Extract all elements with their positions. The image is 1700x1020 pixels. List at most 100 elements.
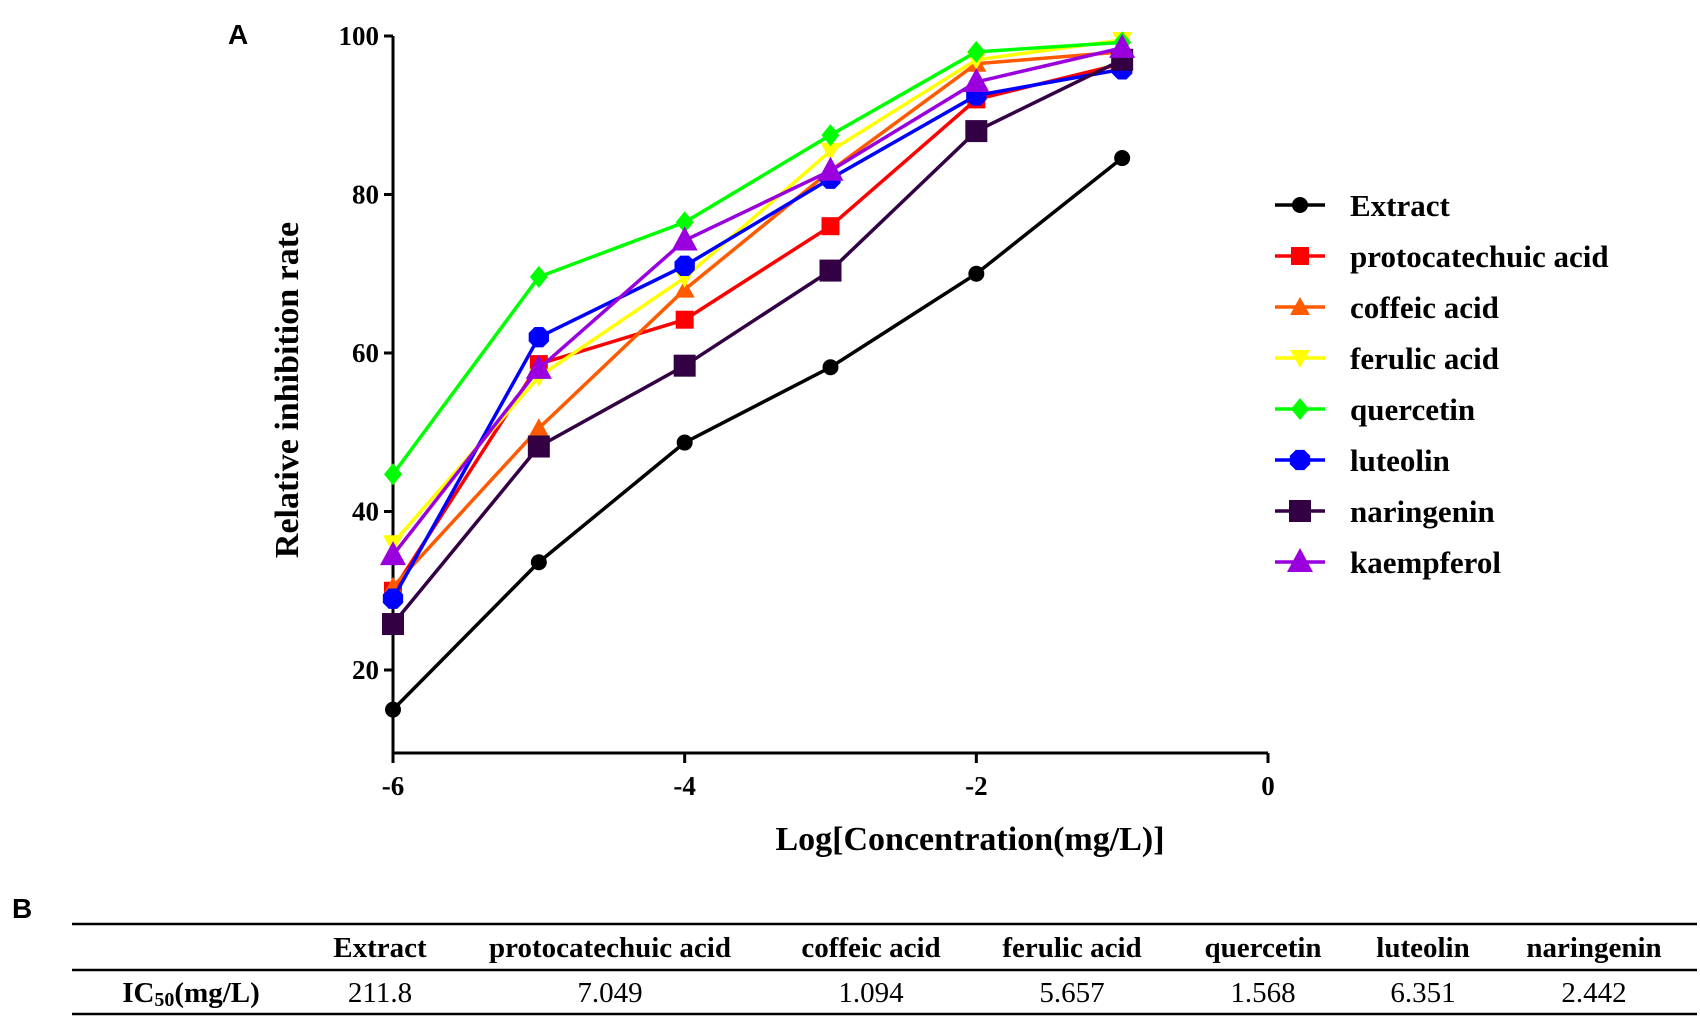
series-line [391, 156, 1124, 711]
data-point [527, 435, 550, 458]
data-point [382, 588, 404, 609]
table-cell: 1.094 [838, 977, 904, 1009]
column-header: naringenin [1526, 932, 1661, 964]
column-header: luteolin [1376, 932, 1469, 964]
legend-label: Extract [1350, 188, 1451, 223]
column-header: coffeic acid [801, 932, 940, 964]
chart-axes: 20 40 60 80 100 -6 -4 -2 0 [339, 21, 1275, 801]
legend-item: protocatechuic acid [1275, 239, 1609, 274]
row-label: IC50(mg/L) [122, 977, 260, 1011]
data-point [674, 279, 695, 298]
table-header-row: Extract protocatechuic acid coffeic acid fe… [333, 932, 1661, 964]
series-naringenin [382, 48, 1134, 636]
legend-label: coffeic acid [1350, 290, 1499, 325]
x-tick-label: -2 [965, 771, 988, 801]
data-point [674, 255, 695, 276]
table-cell: 1.568 [1230, 977, 1295, 1009]
data-point [965, 120, 988, 143]
data-point [817, 156, 844, 181]
legend-marker [1290, 297, 1310, 315]
data-point [675, 211, 694, 234]
legend-label: naringenin [1350, 494, 1495, 529]
legend-label: quercetin [1350, 392, 1475, 427]
legend-item: Extract [1275, 188, 1451, 223]
series-kaempferol [380, 33, 1136, 566]
series-line [391, 40, 1123, 476]
legend-label: protocatechuic acid [1350, 239, 1609, 274]
y-tick-label: 80 [352, 180, 379, 210]
data-point [673, 354, 696, 377]
legend-marker [1291, 398, 1309, 420]
chart-series [380, 31, 1136, 718]
series-quercetin [384, 31, 1132, 486]
x-tick-label: -4 [673, 771, 696, 801]
column-header: protocatechuic acid [489, 932, 731, 964]
panel-a-label: A [228, 19, 248, 50]
series-protocatechuic-acid [384, 54, 1132, 600]
series-line [391, 50, 1123, 588]
series-line [391, 46, 1123, 557]
series-extract [385, 150, 1131, 718]
table-row: IC50(mg/L) 211.8 7.049 1.094 5.657 1.568 6.35… [122, 977, 1626, 1011]
data-point [530, 554, 547, 571]
table-cell: 2.442 [1561, 977, 1626, 1009]
legend-marker [1292, 197, 1308, 213]
data-point [822, 359, 839, 376]
data-point [384, 463, 402, 486]
legend-item: ferulic acid [1275, 341, 1499, 376]
x-tick-label: 0 [1261, 771, 1275, 801]
data-point [671, 226, 698, 251]
data-point [675, 310, 694, 329]
chart-legend: Extract protocatechuic acid coffeic acid fe… [1275, 188, 1609, 580]
y-tick-label: 60 [352, 338, 379, 368]
legend-label: kaempferol [1350, 545, 1501, 580]
column-header: Extract [333, 932, 427, 964]
legend-marker [1287, 548, 1313, 572]
data-point [1114, 150, 1131, 167]
legend-marker [1289, 500, 1311, 522]
data-point [821, 124, 840, 147]
x-tick-label: -6 [382, 771, 405, 801]
data-point [963, 67, 990, 92]
legend-marker [1289, 449, 1311, 471]
table-cell: 6.351 [1390, 977, 1455, 1009]
panel-b-label: B [12, 893, 32, 924]
legend-marker [1290, 350, 1310, 368]
legend-item: quercetin [1275, 392, 1475, 427]
legend-label: ferulic acid [1350, 341, 1499, 376]
y-tick-label: 20 [352, 655, 379, 685]
data-point [819, 259, 842, 282]
data-point [385, 701, 401, 718]
data-point [529, 265, 548, 288]
data-point [528, 326, 549, 348]
y-tick-label: 40 [352, 497, 379, 527]
data-point [528, 418, 549, 437]
column-header: quercetin [1204, 932, 1321, 964]
series-line [391, 38, 1123, 545]
legend-label: luteolin [1350, 443, 1450, 478]
y-axis-label: Relative inhibition rate [269, 222, 306, 558]
table-cell: 211.8 [348, 977, 412, 1009]
table-cell: 7.049 [577, 977, 642, 1009]
data-point [821, 217, 840, 236]
data-point [820, 142, 841, 161]
column-header: ferulic acid [1002, 932, 1141, 964]
data-point [382, 613, 404, 636]
ic50-table: Extract protocatechuic acid coffeic acid fe… [72, 922, 1697, 1016]
legend-item: coffeic acid [1275, 290, 1499, 325]
data-point [525, 354, 552, 379]
data-point [967, 40, 986, 63]
legend-item: naringenin [1275, 494, 1495, 529]
series-line [391, 67, 1123, 600]
legend-item: luteolin [1275, 443, 1450, 478]
x-axis-label: Log[Concentration(mg/L)] [775, 821, 1164, 858]
y-tick-label: 100 [339, 21, 380, 51]
table-cell: 5.657 [1039, 977, 1104, 1009]
data-point [676, 434, 693, 451]
legend-marker [1291, 247, 1309, 265]
data-point [380, 541, 406, 566]
series-line [391, 58, 1123, 626]
data-point [968, 265, 985, 282]
legend-item: kaempferol [1275, 545, 1501, 580]
